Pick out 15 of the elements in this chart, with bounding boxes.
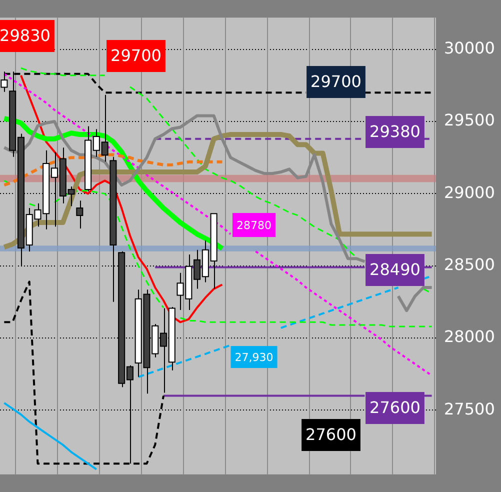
annotation: 29700 [110,46,162,66]
annotation: 29830 [0,26,50,46]
y-tick-label: 29000 [444,182,495,202]
annotation: 28490 [370,260,420,280]
y-tick-label: 27500 [444,399,495,418]
y-tick-label: 30000 [444,38,495,58]
annotation: 27,930 [234,350,274,364]
y-tick-label: 28500 [444,255,495,274]
annotation: 27600 [370,398,420,418]
annotation: 28780 [236,218,272,232]
y-tick-label: 29500 [444,110,495,130]
y-tick-label: 28000 [444,327,495,346]
annotation: 27600 [306,425,356,444]
annotation: 29700 [310,72,362,92]
annotation: 29380 [370,122,420,142]
